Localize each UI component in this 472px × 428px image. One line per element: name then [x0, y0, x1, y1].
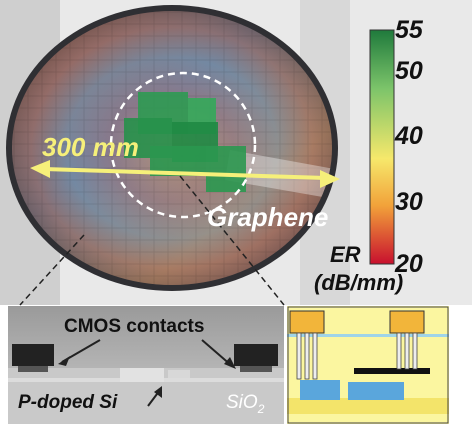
schematic-graphene: [354, 368, 430, 374]
colorbar: [369, 29, 395, 265]
schematic-waveguide-right: [348, 382, 404, 400]
schematic-substrate: [287, 398, 449, 414]
arrow-head-left: [30, 160, 50, 178]
arrow-head-right: [320, 170, 340, 188]
zoom-line-right: [179, 175, 285, 306]
colorbar-tick-30: 30: [395, 188, 423, 216]
pointer-arrow-left-head: [58, 356, 70, 366]
schematic-waveguide-left: [300, 380, 340, 400]
sem-contact-left-base: [18, 366, 48, 372]
sio2-label-subscript: 2: [257, 401, 265, 416]
highlight-circle: [109, 71, 257, 219]
graphene-tile: [206, 146, 246, 192]
sem-contact-left: [12, 344, 54, 366]
schematic-pad-left: [289, 310, 325, 334]
colorbar-tick-20: 20: [395, 250, 423, 278]
sio2-label: SiO2: [226, 392, 264, 416]
colorbar-title-unit: (dB/mm): [314, 270, 404, 295]
pointer-arrow-right-head: [224, 357, 236, 369]
colorbar-tick-55: 55: [395, 16, 423, 44]
schematic-vias-left: [296, 332, 318, 380]
colorbar-tick-40: 40: [395, 122, 423, 150]
schematic-vias-right: [396, 332, 418, 370]
graphene-label: Graphene: [207, 202, 329, 232]
graphene-tiles: [124, 92, 246, 192]
sem-waveguide-step: [168, 370, 190, 378]
sem-contact-right-base: [240, 366, 272, 372]
colorbar-tick-50: 50: [395, 57, 423, 85]
sio2-label-text: SiO: [226, 392, 258, 413]
p-doped-si-label: P-doped Si: [18, 392, 118, 413]
sem-cross-section: [8, 306, 284, 424]
schematic-frame: [287, 306, 449, 424]
colorbar-title-er: ER: [330, 242, 361, 267]
schematic-cross-section: [287, 306, 449, 424]
schematic-pad-right: [389, 310, 425, 334]
zoom-line-left: [19, 234, 85, 306]
diameter-arrow: [30, 160, 340, 188]
schematic-top-line: [287, 334, 449, 337]
cmos-contacts-label: CMOS contacts: [64, 316, 205, 337]
sem-waveguide: [120, 368, 164, 382]
sem-contact-right: [234, 344, 278, 366]
pointer-arrow-si-head: [154, 386, 162, 398]
diameter-label: 300 mm: [42, 132, 139, 162]
